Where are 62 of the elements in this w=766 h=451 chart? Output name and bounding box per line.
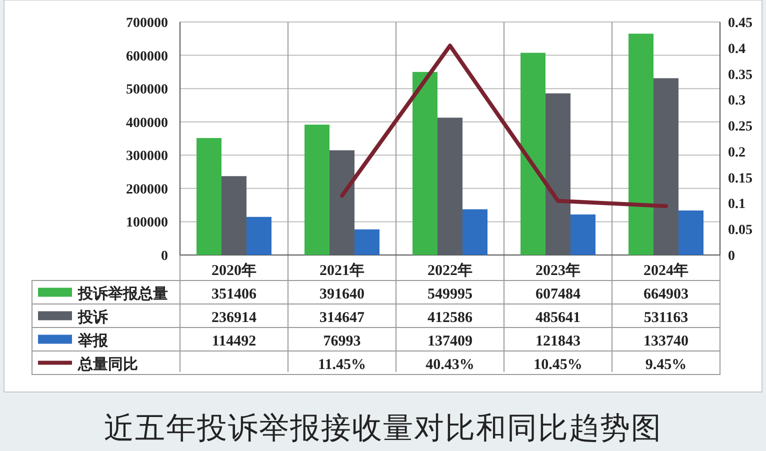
x-tick-label: 2020年 <box>212 262 256 279</box>
bar <box>678 210 704 255</box>
data-label: 40.43% <box>426 356 474 373</box>
data-label: 11.45% <box>318 356 366 373</box>
y2-tick-label: 0.05 <box>728 223 752 238</box>
bar <box>246 216 272 255</box>
bar <box>412 72 438 255</box>
data-label: 9.45% <box>645 356 687 373</box>
data-label: 314647 <box>320 310 365 326</box>
y-tick-label: 600000 <box>126 49 168 64</box>
x-tick-label: 2023年 <box>536 262 580 279</box>
text: 近五年投诉举报接收量对比和同比趋势图 <box>104 412 662 445</box>
data-label: 485641 <box>536 310 580 326</box>
bar <box>438 118 462 255</box>
data-label: 607484 <box>536 286 581 302</box>
bar <box>654 78 678 255</box>
y2-tick-label: 0.3 <box>728 94 746 109</box>
bar <box>570 214 596 255</box>
legend-label: 举报 <box>77 331 109 350</box>
data-label: 137409 <box>428 333 472 350</box>
x-tick-label: 2024年 <box>644 262 688 279</box>
x-tick-label: 2022年 <box>428 262 472 279</box>
y2-tick-label: 0.4 <box>728 42 746 57</box>
y-tick-label: 100000 <box>126 216 168 231</box>
y-tick-label: 200000 <box>126 182 168 198</box>
y2-tick-label: 0.45 <box>728 16 752 31</box>
bar <box>462 209 488 255</box>
bar <box>330 150 354 255</box>
x-tick-label: 2021年 <box>320 262 364 279</box>
bar <box>546 93 570 255</box>
data-label: 114492 <box>212 333 256 350</box>
data-label: 391640 <box>320 286 364 302</box>
data-label: 549995 <box>428 286 472 302</box>
y-tick-label: 700000 <box>126 16 168 31</box>
data-label: 531163 <box>644 310 688 326</box>
bar <box>222 176 246 255</box>
data-label: 664903 <box>644 286 688 302</box>
bar <box>354 229 380 255</box>
legend-label: 总量同比 <box>77 356 138 373</box>
bar <box>196 138 222 255</box>
bar <box>304 124 330 255</box>
data-label: 412586 <box>428 310 473 326</box>
legend-label: 投诉 <box>77 308 109 326</box>
data-label: 236914 <box>212 310 257 326</box>
bar <box>628 34 654 255</box>
y2-tick-label: 0.25 <box>728 120 752 135</box>
data-label: 76993 <box>323 333 361 350</box>
data-label: 351406 <box>212 286 257 302</box>
y2-tick-label: 0.2 <box>728 145 746 160</box>
data-label: 121843 <box>536 333 580 350</box>
legend-label: 投诉举报总量 <box>77 284 168 302</box>
y2-tick-label: 0 <box>728 249 735 264</box>
y-tick-label: 0 <box>161 249 168 264</box>
bar <box>520 52 546 255</box>
y2-tick-label: 0.1 <box>728 197 746 212</box>
y-tick-label: 400000 <box>126 116 168 131</box>
y-tick-label: 300000 <box>126 149 168 164</box>
data-label: 10.45% <box>534 356 582 373</box>
y-tick-label: 500000 <box>126 82 168 98</box>
y2-tick-label: 0.15 <box>728 171 752 186</box>
y2-tick-label: 0.35 <box>728 68 752 83</box>
data-label: 133740 <box>644 333 688 350</box>
